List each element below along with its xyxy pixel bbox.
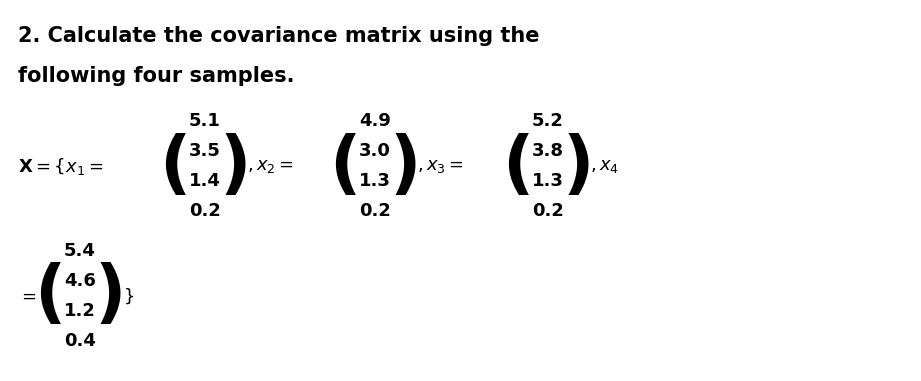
Text: 1.3: 1.3	[359, 172, 391, 190]
Text: $\mathbf{X} = \{x_1 =$: $\mathbf{X} = \{x_1 =$	[18, 155, 103, 176]
Text: $=$: $=$	[18, 287, 37, 305]
Text: $\}$: $\}$	[123, 286, 134, 306]
Text: 4.6: 4.6	[64, 272, 96, 290]
Text: ): )	[219, 133, 251, 200]
Text: 0.2: 0.2	[359, 202, 391, 220]
Text: 0.2: 0.2	[189, 202, 221, 220]
Text: 5.4: 5.4	[64, 242, 96, 260]
Text: $, x_2 =$: $, x_2 =$	[247, 157, 294, 175]
Text: (: (	[34, 263, 65, 330]
Text: 2. Calculate the covariance matrix using the: 2. Calculate the covariance matrix using…	[18, 26, 540, 46]
Text: (: (	[502, 133, 533, 200]
Text: 0.2: 0.2	[532, 202, 564, 220]
Text: (: (	[159, 133, 191, 200]
Text: 1.4: 1.4	[189, 172, 221, 190]
Text: (: (	[330, 133, 361, 200]
Text: 0.4: 0.4	[64, 332, 96, 350]
Text: ): )	[563, 133, 594, 200]
Text: ): )	[390, 133, 421, 200]
Text: 3.8: 3.8	[532, 142, 564, 160]
Text: $, x_4$: $, x_4$	[590, 157, 619, 175]
Text: 5.2: 5.2	[532, 112, 564, 130]
Text: 1.2: 1.2	[64, 302, 96, 320]
Text: 1.3: 1.3	[532, 172, 564, 190]
Text: following four samples.: following four samples.	[18, 66, 295, 86]
Text: 4.9: 4.9	[359, 112, 391, 130]
Text: $, x_3 =$: $, x_3 =$	[417, 157, 464, 175]
Text: 3.5: 3.5	[189, 142, 221, 160]
Text: ): )	[94, 263, 125, 330]
Text: 3.0: 3.0	[359, 142, 391, 160]
Text: 5.1: 5.1	[189, 112, 221, 130]
